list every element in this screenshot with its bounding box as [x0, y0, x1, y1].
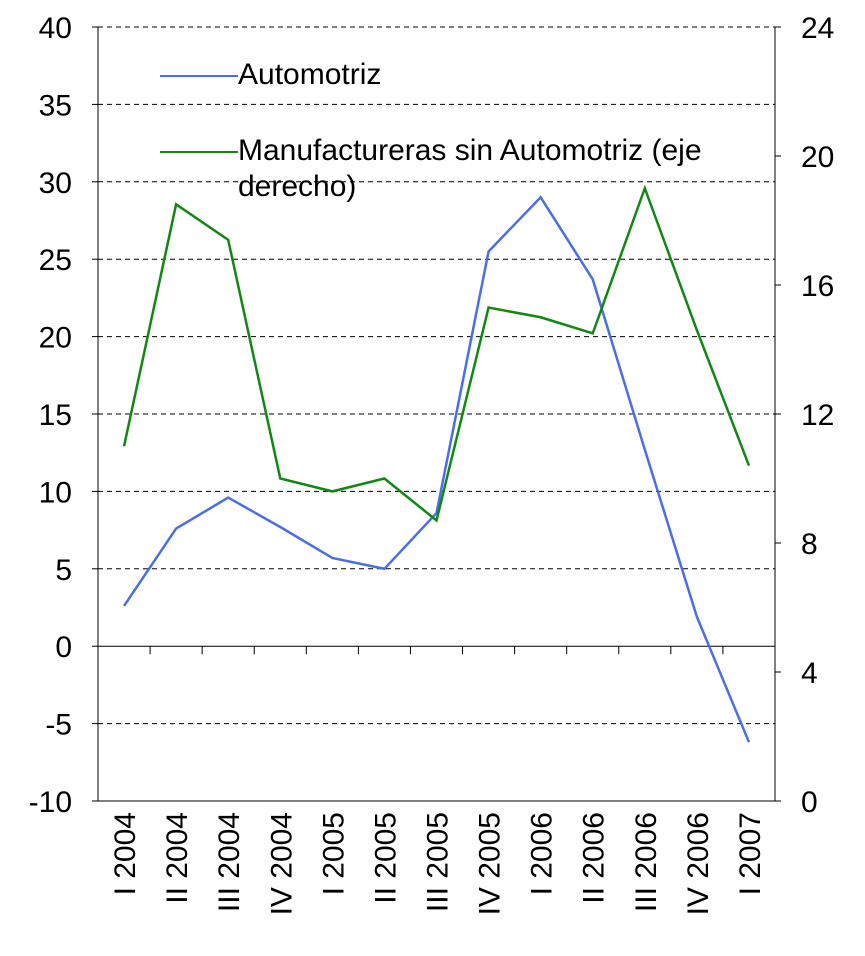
- y-tick-label: 10: [39, 476, 72, 509]
- y-tick-label: -5: [45, 709, 72, 742]
- legend-label: Automotriz: [238, 58, 382, 91]
- y2-tick-label: 4: [801, 657, 818, 690]
- y2-tick-label: 0: [801, 786, 818, 819]
- x-tick-label: III 2006: [630, 812, 663, 912]
- x-tick-label: III 2005: [422, 812, 455, 912]
- series-line: [122, 184, 751, 523]
- legend-entry: Manufactureras sin Automotriz (eje derec…: [160, 133, 758, 205]
- x-tick-label: IV 2006: [682, 812, 715, 915]
- legend-label: Manufactureras sin Automotriz (eje derec…: [238, 134, 702, 203]
- legend-swatch: [160, 75, 238, 77]
- y2-tick-label: 12: [801, 399, 834, 432]
- y2-tick-label: 20: [801, 141, 834, 174]
- y-tick-label: 25: [39, 244, 72, 277]
- legend-entry: Automotriz: [160, 57, 758, 93]
- x-tick-label: I 2006: [526, 812, 559, 895]
- x-tick-label: III 2004: [213, 812, 246, 912]
- x-tick-label: IV 2005: [474, 812, 507, 915]
- y-tick-label: 35: [39, 89, 72, 122]
- y-tick-label: -10: [29, 786, 72, 819]
- y-tick-label: 5: [55, 554, 72, 587]
- y-tick-label: 15: [39, 399, 72, 432]
- x-tick-label: II 2004: [161, 812, 194, 904]
- y2-tick-label: 24: [801, 12, 834, 45]
- x-tick-label: II 2005: [369, 812, 402, 904]
- y-tick-label: 40: [39, 12, 72, 45]
- x-tick-label: IV 2004: [265, 812, 298, 915]
- y-tick-label: 0: [55, 631, 72, 664]
- y-tick-label: 30: [39, 167, 72, 200]
- x-tick-label: I 2007: [734, 812, 767, 895]
- legend-swatch: [160, 151, 238, 153]
- y-tick-label: 20: [39, 322, 72, 355]
- y2-tick-label: 8: [801, 528, 818, 561]
- x-tick-label: I 2005: [317, 812, 350, 895]
- x-tick-label: I 2004: [109, 812, 142, 895]
- x-tick-label: II 2006: [578, 812, 611, 904]
- series-line: [123, 195, 751, 743]
- y2-tick-label: 16: [801, 270, 834, 303]
